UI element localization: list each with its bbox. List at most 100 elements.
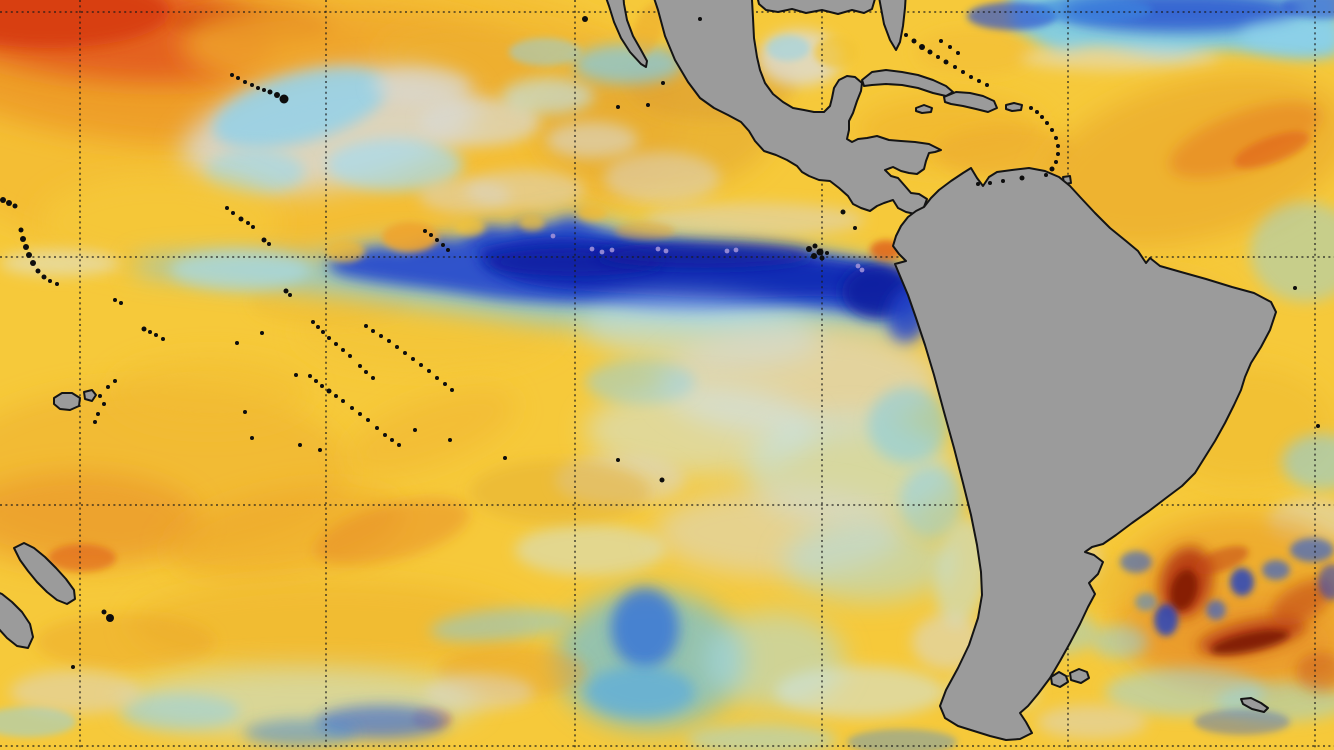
island-dot-cook-society-tuamotu xyxy=(350,406,354,410)
island-dot-cook-society-tuamotu xyxy=(334,342,338,346)
anomaly-atl-cool-patch xyxy=(1250,202,1334,302)
island-dot-mexico-offshore-islands xyxy=(661,81,665,85)
anomaly-tongue-dark-streak2 xyxy=(595,242,815,268)
island-dot-lesser-antilles-arc xyxy=(1049,166,1055,172)
island-dot-samoa-tonga xyxy=(113,298,117,302)
atoll-mark xyxy=(855,263,861,269)
island-dot-bahamas-turks xyxy=(911,38,917,44)
island-dot-hawaiian-islands xyxy=(250,83,254,87)
atoll-mark xyxy=(724,248,730,254)
anomaly-atl-cool2 xyxy=(1282,434,1334,490)
island-dot-samoa-tonga xyxy=(93,420,97,424)
island-dot-cook-society-tuamotu xyxy=(435,376,439,380)
anomaly-sb-blue-streak2 xyxy=(244,719,356,747)
island-dot-galapagos xyxy=(811,253,817,259)
island-dot-phoenix-tokelau xyxy=(267,242,271,246)
island-dot-cook-society-tuamotu xyxy=(320,384,324,388)
anomaly-atl-orange xyxy=(1169,102,1321,178)
land-mexico-central-america xyxy=(653,0,942,215)
island-dot-lesser-antilles-arc xyxy=(1056,144,1060,148)
land-south-georgia xyxy=(1240,697,1269,713)
island-dot-hawaiian-islands xyxy=(267,89,273,95)
island-dot-bahamas-turks xyxy=(953,65,957,69)
island-dot-cook-society-tuamotu xyxy=(364,370,368,374)
atoll-mark xyxy=(599,249,605,255)
island-dot-chatham-bounty xyxy=(106,614,114,622)
land-falkland-east xyxy=(1069,668,1090,684)
anomaly-swa-blue2 xyxy=(1230,568,1254,596)
anomaly-carib-warm2 xyxy=(935,126,1075,178)
anomaly-west-ext-cyan xyxy=(170,250,310,290)
island-dot-cook-society-tuamotu xyxy=(443,382,447,386)
anomaly-sbm-cyan-streak-w xyxy=(430,607,570,643)
island-dot-pitcairn-easter xyxy=(616,458,620,462)
island-dot-gilbert-tuvalu-chain xyxy=(18,227,24,233)
island-dot-samoa-tonga xyxy=(119,301,123,305)
island-dot-gilbert-tuvalu-chain xyxy=(41,274,47,280)
island-dot-lesser-antilles-arc xyxy=(1050,128,1054,132)
island-dot-bahamas-turks xyxy=(936,55,940,59)
island-dot-cook-society-tuamotu xyxy=(334,394,338,398)
island-dot-galapagos xyxy=(812,243,818,249)
anomaly-coast-blue2 xyxy=(900,466,964,538)
island-dot-cook-society-tuamotu xyxy=(298,443,302,447)
island-dot-bahamas-turks xyxy=(919,44,925,50)
anomaly-swa-maroon1b xyxy=(1170,569,1198,611)
anomaly-np-cyan5 xyxy=(509,38,581,66)
anomaly-eq-north-gray xyxy=(645,203,865,237)
island-dot-hawaiian-islands xyxy=(262,88,266,92)
atoll-mark xyxy=(550,233,556,239)
anomaly-sbm-blue-core xyxy=(611,588,679,668)
island-dot-cook-society-tuamotu xyxy=(235,341,239,345)
island-dot-marquesas xyxy=(423,229,427,233)
island-dot-bahamas-turks xyxy=(961,70,965,74)
island-dot-hawaiian-islands xyxy=(243,80,247,84)
anomaly-swa-red3 xyxy=(1296,652,1334,692)
island-dot-cook-society-tuamotu xyxy=(413,428,417,432)
anomaly-natl-grayfringe xyxy=(1020,45,1220,71)
island-dot-cook-society-tuamotu xyxy=(326,388,332,394)
island-dot-lesser-antilles-arc xyxy=(976,182,980,186)
island-dot-cook-society-tuamotu xyxy=(250,436,254,440)
island-dot-galapagos xyxy=(806,246,812,252)
island-dot-cook-society-tuamotu xyxy=(448,438,452,442)
island-dot-phoenix-tokelau xyxy=(246,221,250,225)
island-dot-chatham-bounty xyxy=(101,609,107,615)
island-dot-gilbert-tuvalu-chain xyxy=(48,279,52,283)
island-dot-cook-society-tuamotu xyxy=(358,364,362,368)
island-dot-cook-society-tuamotu xyxy=(348,354,352,358)
anomaly-cusp-orange xyxy=(382,222,438,252)
island-dot-bahamas-turks xyxy=(969,75,973,79)
anomaly-swa-gray1 xyxy=(1037,705,1147,739)
island-dot-cook-society-tuamotu xyxy=(243,410,247,414)
anomaly-sw-amber-mid xyxy=(470,460,650,524)
island-dot-cook-society-tuamotu xyxy=(341,348,345,352)
anomaly-swa-blue3 xyxy=(1206,600,1226,620)
island-dot-marquesas xyxy=(429,233,433,237)
island-dot-cook-society-tuamotu xyxy=(364,324,368,328)
island-dot-cook-society-tuamotu xyxy=(316,325,320,329)
anomaly-np-gray5 xyxy=(370,69,470,103)
island-dot-cook-society-tuamotu xyxy=(371,329,375,333)
anomaly-cusp-yellow3 xyxy=(519,215,545,231)
atoll-mark xyxy=(859,267,865,273)
anomaly-sb-gray1 xyxy=(425,674,535,710)
island-dot-chatham-bounty xyxy=(71,665,75,669)
island-dot-lesser-antilles-arc xyxy=(1019,175,1025,181)
island-dot-gilbert-tuvalu-chain xyxy=(35,268,41,274)
island-dot-cook-society-tuamotu xyxy=(341,399,345,403)
island-dot-marquesas xyxy=(446,248,450,252)
island-dot-cook-society-tuamotu xyxy=(395,345,399,349)
island-dot-gilbert-tuvalu-chain xyxy=(6,200,12,206)
island-dot-cook-society-tuamotu xyxy=(450,388,454,392)
anomaly-topleft-deepred xyxy=(0,0,170,48)
anomaly-np-gray2 xyxy=(420,98,540,146)
island-dot-bahamas-turks xyxy=(948,45,952,49)
anomaly-swa-blue4 xyxy=(1262,560,1290,580)
anomaly-np-cyan4 xyxy=(502,78,594,114)
anomaly-np-gray3 xyxy=(546,122,638,158)
anomaly-florida-warm xyxy=(915,28,1035,76)
anomaly-sw-orange2 xyxy=(314,497,470,567)
